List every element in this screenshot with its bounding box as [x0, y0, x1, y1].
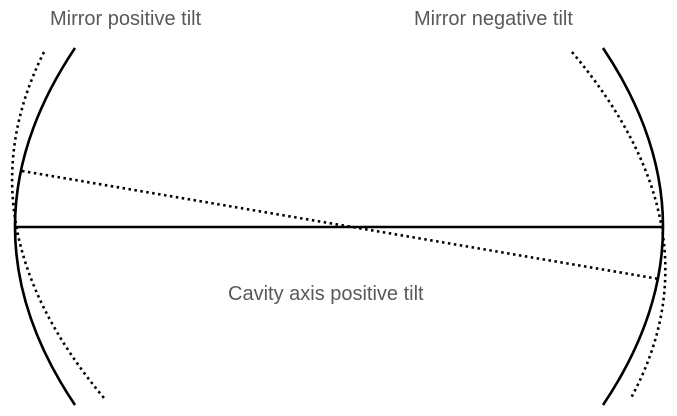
cavity-axis-tilted-dotted — [21, 169, 660, 281]
left-mirror-dotted — [10, 51, 105, 399]
mirror-positive-tilt-label: Mirror positive tilt — [50, 8, 202, 30]
right-mirror-dotted — [571, 51, 667, 399]
cavity-axis-positive-tilt-label: Cavity axis positive tilt — [228, 283, 424, 305]
mirror-negative-tilt-label: Mirror negative tilt — [414, 8, 573, 30]
